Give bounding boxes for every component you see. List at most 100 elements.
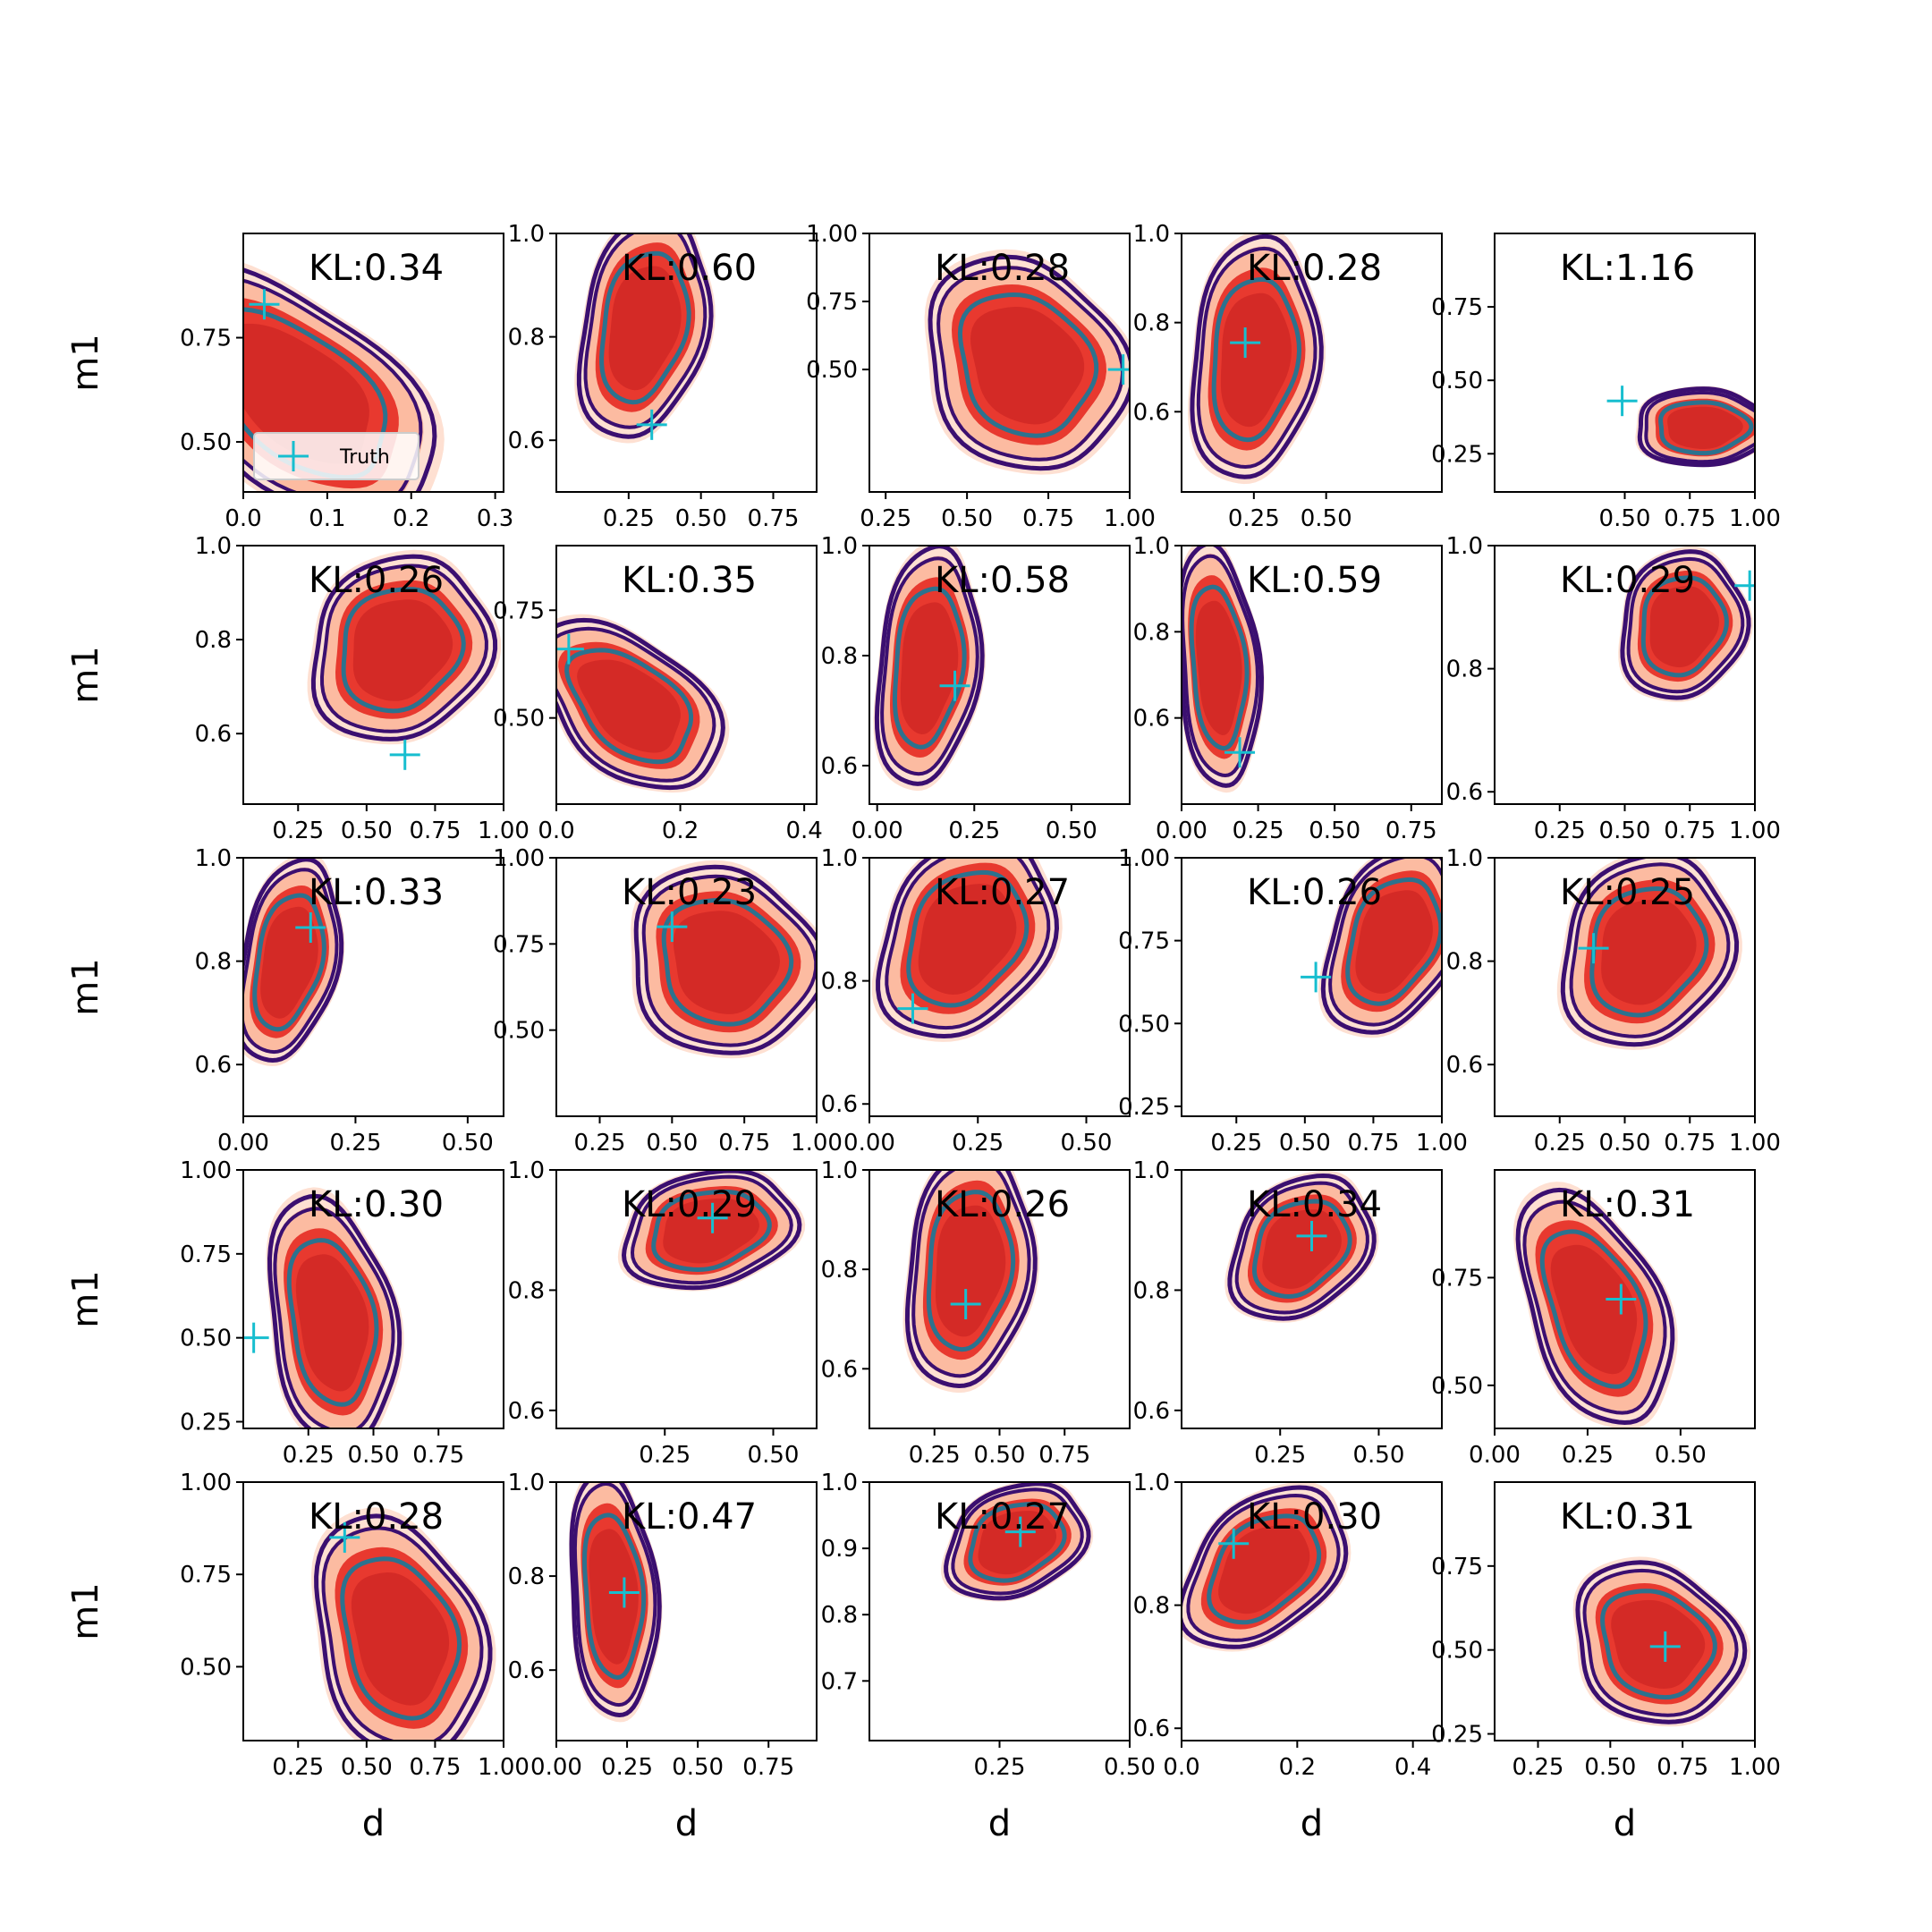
y-tick-label: 1.0 — [195, 845, 232, 872]
kl-annotation: KL:0.28 — [1247, 248, 1382, 289]
x-tick-label: 0.50 — [1301, 505, 1352, 532]
panel-22: 0.00 0.25 0.50 0.75 0.6 0.8 1.0 KL:0.47 d — [508, 1470, 818, 1844]
outer-contour-90 — [1186, 1493, 1341, 1642]
density-region — [1182, 1482, 1352, 1652]
density-region — [311, 1507, 496, 1741]
x-tick-label: 0.3 — [477, 505, 513, 532]
truth-marker — [950, 1289, 981, 1320]
panel-16: 0.25 0.50 0.75 0.25 0.50 0.75 1.00 KL:0.30 m1 — [65, 1157, 504, 1469]
kl-annotation: KL:0.33 — [309, 872, 444, 913]
density-region — [617, 1170, 806, 1292]
y-tick-label: 0.8 — [1446, 949, 1483, 976]
y-tick-label: 1.0 — [508, 1157, 545, 1184]
y-tick-label: 0.25 — [1118, 1094, 1170, 1121]
density-region — [1301, 858, 1442, 1038]
truth-marker — [295, 912, 326, 944]
x-tick-label: 1.00 — [1104, 505, 1156, 532]
kl-annotation: KL:0.34 — [309, 248, 444, 289]
x-tick-label: 0.25 — [601, 1754, 653, 1781]
outer-contour-90 — [641, 874, 817, 1047]
x-tick-label: 0.25 — [909, 1442, 961, 1469]
x-tick-label: 0.00 — [843, 1130, 895, 1157]
kl-annotation: KL:0.35 — [622, 560, 757, 601]
outer-contour-95 — [1190, 233, 1324, 479]
x-tick-label: 0.50 — [1061, 1130, 1113, 1157]
outer-contour-95 — [1227, 1173, 1377, 1321]
x-tick-label: 0.75 — [412, 1442, 464, 1469]
inner-contour-68 — [651, 1189, 772, 1273]
y-axis-label: m1 — [65, 958, 106, 1015]
panel-11: 0.00 0.25 0.50 0.6 0.8 1.0 KL:0.33 m1 — [65, 845, 504, 1157]
x-tick-label: 0.75 — [748, 505, 800, 532]
x-tick-label: 0.25 — [603, 505, 655, 532]
x-tick-label: 0.25 — [948, 818, 1000, 844]
density-region — [1188, 233, 1326, 485]
legend: Truth — [253, 432, 419, 480]
panel-3: 0.25 0.50 0.75 1.00 0.50 0.75 1.00 KL:0.28 — [806, 221, 1156, 532]
kl-annotation: KL:0.59 — [1247, 560, 1382, 601]
outer-contour-95 — [267, 1193, 402, 1428]
x-tick-label: 1.00 — [1729, 1754, 1781, 1781]
x-tick-label: 0.2 — [393, 505, 429, 532]
x-tick-label: 0.00 — [1469, 1442, 1521, 1469]
outer-contour-90 — [1328, 858, 1442, 1027]
x-tick-label: 0.75 — [718, 1130, 770, 1157]
y-tick-label: 1.0 — [508, 1470, 545, 1496]
kl-annotation: KL:0.58 — [935, 560, 1070, 601]
y-tick-label: 1.0 — [821, 845, 858, 872]
kl-annotation: KL:0.29 — [1560, 560, 1695, 601]
axes-frame — [1181, 857, 1443, 1117]
outer-contour-90 — [1522, 1199, 1667, 1415]
density-region — [556, 614, 730, 793]
x-tick-label: 0.25 — [329, 1130, 381, 1157]
density-fill-level-4 — [673, 911, 780, 1014]
x-tick-label: 0.50 — [341, 1754, 393, 1781]
inner-contour-68 — [1207, 1513, 1322, 1625]
panel-17: 0.25 0.50 0.6 0.8 1.0 KL:0.29 — [508, 1157, 818, 1469]
x-axis-label: d — [362, 1803, 385, 1844]
y-tick-label: 0.50 — [493, 706, 545, 733]
panel-20: 0.00 0.25 0.50 0.50 0.75 KL:0.31 — [1431, 1169, 1756, 1469]
x-tick-label: 0.50 — [941, 505, 993, 532]
density-fill-level-4 — [1550, 1244, 1638, 1375]
x-tick-label: 0.50 — [1309, 818, 1360, 844]
y-tick-label: 1.0 — [1133, 1157, 1170, 1184]
y-tick-label: 0.25 — [180, 1409, 232, 1436]
truth-marker — [1107, 354, 1130, 386]
x-tick-label: 1.00 — [791, 1130, 843, 1157]
density-fill-level-4 — [1667, 406, 1743, 449]
outer-contour-95 — [1182, 1485, 1349, 1649]
y-tick-label: 0.6 — [821, 1356, 858, 1383]
kl-annotation: KL:0.27 — [935, 872, 1070, 913]
inner-contour-68 — [1600, 1589, 1717, 1700]
y-tick-label: 0.6 — [508, 428, 545, 454]
x-tick-label: 0.50 — [675, 505, 727, 532]
x-tick-label: 0.0 — [538, 818, 574, 844]
outer-contour-95 — [928, 254, 1130, 471]
density-fill-level-4 — [1220, 292, 1292, 428]
x-tick-label: 0.75 — [1385, 818, 1437, 844]
inner-contour-68 — [926, 1190, 1016, 1352]
truth-marker — [897, 993, 928, 1024]
x-tick-label: 0.25 — [1562, 1442, 1614, 1469]
x-tick-label: 0.75 — [1664, 505, 1716, 532]
x-tick-label: 0.75 — [1664, 818, 1716, 844]
truth-marker — [1734, 570, 1755, 601]
panel-2: 0.25 0.50 0.75 0.6 0.8 1.0 KL:0.60 — [508, 221, 818, 532]
y-tick-label: 0.7 — [821, 1668, 858, 1695]
x-axis-label: d — [675, 1803, 698, 1844]
outer-contour-95 — [621, 1170, 802, 1291]
outer-contour-90 — [911, 1170, 1031, 1378]
x-tick-label: 0.75 — [409, 818, 461, 844]
x-tick-label: 0.75 — [1664, 1130, 1716, 1157]
outer-contour-95 — [1560, 858, 1740, 1047]
x-tick-label: 0.75 — [409, 1754, 461, 1781]
y-tick-label: 0.6 — [1446, 779, 1483, 806]
kl-annotation: KL:0.34 — [1247, 1184, 1382, 1225]
x-tick-label: 0.50 — [748, 1442, 800, 1469]
density-region — [924, 249, 1130, 475]
truth-marker — [939, 670, 970, 701]
density-fill-level-4 — [1355, 890, 1433, 994]
y-tick-label: 0.75 — [1431, 1265, 1483, 1292]
